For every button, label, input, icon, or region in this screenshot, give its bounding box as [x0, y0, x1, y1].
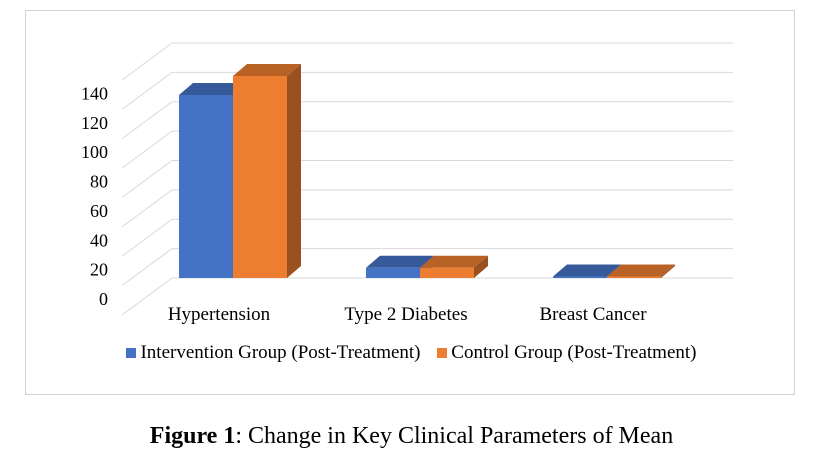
bar-control-0 [233, 75, 287, 278]
gridline-side [121, 130, 173, 169]
gridline-side [121, 42, 173, 81]
y-tick-label: 120 [81, 113, 108, 133]
bar-top [366, 255, 434, 268]
category-label: Hypertension [168, 304, 271, 325]
y-tick-label: 80 [90, 172, 108, 192]
figure-caption-text: : Change in Key Clinical Parameters of M… [235, 423, 674, 449]
x-axis-categories: Hypertension Type 2 Diabetes Breast Cancer [168, 304, 647, 325]
category-label: Type 2 Diabetes [344, 304, 467, 325]
bar-intervention-2 [553, 276, 607, 278]
legend-item-intervention: Intervention Group (Post-Treatment) [126, 342, 421, 364]
y-tick-label: 140 [81, 83, 108, 103]
bars [179, 63, 675, 278]
gridline-side [121, 248, 173, 287]
bar-top [553, 264, 621, 277]
legend-swatch-intervention [126, 348, 137, 358]
gridline-side [121, 277, 173, 316]
y-tick-label: 100 [81, 142, 108, 162]
gridline-side [121, 189, 173, 228]
y-axis-ticks: 0 20 40 60 80 100 120 140 [81, 83, 108, 309]
gridline-side [121, 218, 173, 257]
legend-item-control: Control Group (Post-Treatment) [437, 342, 697, 364]
figure-caption: Figure 1: Change in Key Clinical Paramet… [0, 423, 823, 450]
bar-intervention-0 [179, 95, 233, 278]
gridline-side [121, 101, 173, 140]
bar-control-1 [420, 267, 474, 278]
gridline-side [121, 71, 173, 110]
bar-control-2 [607, 276, 661, 278]
legend: Intervention Group (Post-Treatment) Cont… [0, 342, 823, 364]
bar-top [420, 255, 488, 268]
bar-top [607, 264, 675, 277]
category-label: Breast Cancer [539, 304, 647, 325]
y-tick-label: 60 [90, 201, 108, 221]
bar-top [233, 63, 301, 76]
y-tick-label: 0 [99, 289, 108, 309]
figure-caption-label: Figure 1 [149, 423, 236, 449]
bar-side [287, 63, 301, 278]
chart-frame [25, 10, 795, 395]
legend-label-control: Control Group (Post-Treatment) [451, 342, 697, 363]
legend-label-intervention: Intervention Group (Post-Treatment) [140, 342, 421, 363]
legend-swatch-control [437, 348, 448, 358]
gridline-side [121, 160, 173, 198]
bar-intervention-1 [366, 267, 420, 278]
bar-side [474, 255, 488, 278]
y-tick-label: 20 [90, 260, 108, 280]
bar-side [661, 264, 675, 278]
chart: 0 20 40 60 80 100 120 140 Hypertension Type 2 Di… [81, 42, 733, 325]
bar-top [179, 83, 247, 95]
y-tick-label: 40 [90, 230, 108, 250]
